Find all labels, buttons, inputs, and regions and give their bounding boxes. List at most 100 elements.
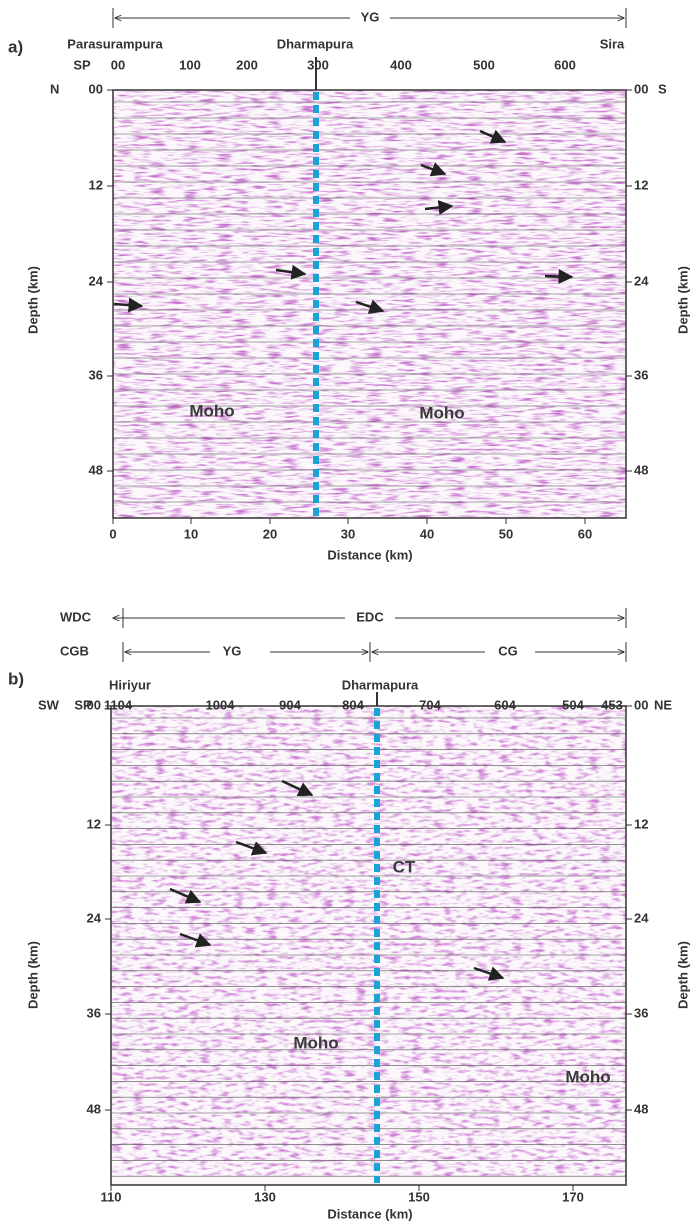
arrow xyxy=(473,966,505,981)
annotation: Moho xyxy=(565,1067,610,1086)
distance-tick-label: 150 xyxy=(408,1189,430,1204)
distance-tick-label: 170 xyxy=(562,1189,584,1204)
y-axis-label: Depth (km) xyxy=(675,941,690,1009)
direction: SW xyxy=(38,697,60,712)
label-bg xyxy=(350,9,390,27)
trace-lines xyxy=(113,101,626,503)
depth-tick-label: 12 xyxy=(634,816,648,831)
span-label: YG xyxy=(361,9,380,24)
direction: N xyxy=(50,81,59,96)
panel-label: b) xyxy=(8,669,24,688)
annotation: CT xyxy=(393,857,416,876)
depth-tick-label: 36 xyxy=(634,367,648,382)
distance-tick-label: 110 xyxy=(101,1189,122,1204)
sp-tick-label: 804 xyxy=(342,697,364,712)
depth-tick-label: 36 xyxy=(634,1005,648,1020)
x-axis-label: Distance (km) xyxy=(327,547,412,562)
arrow xyxy=(281,779,314,797)
arrow xyxy=(235,840,268,856)
depth-tick-label: 12 xyxy=(634,177,648,192)
distance-tick-label: 10 xyxy=(184,526,198,541)
sp-tick-label: 704 xyxy=(419,697,441,712)
label-bg xyxy=(345,609,395,627)
depth-tick-label: 24 xyxy=(634,273,649,288)
sp-tick-label: 604 xyxy=(494,697,516,712)
distance-tick-label: 0 xyxy=(109,526,116,541)
depth-tick-label: 48 xyxy=(634,462,648,477)
y-axis-label: Depth (km) xyxy=(675,266,690,334)
distance-tick-label: 50 xyxy=(499,526,513,541)
arrow xyxy=(179,932,212,948)
sp-tick-label: 00 xyxy=(111,57,125,72)
y-axis-label: Depth (km) xyxy=(25,941,40,1009)
sp-tick-label: 500 xyxy=(473,57,495,72)
place: Hiriyur xyxy=(109,677,151,692)
annotation: Moho xyxy=(419,403,464,422)
place: Sira xyxy=(600,36,625,51)
frame-b xyxy=(110,705,627,1186)
sp-tick-label: 453 xyxy=(601,697,623,712)
y-axis-label: Depth (km) xyxy=(25,266,40,334)
label-bg xyxy=(210,643,270,661)
distance-tick-label: 40 xyxy=(420,526,434,541)
sp-tick-label: 100 xyxy=(179,57,201,72)
place: Dharmapura xyxy=(277,36,354,51)
sp-tick-label: 400 xyxy=(390,57,412,72)
depth-tick-label: 36 xyxy=(87,1005,101,1020)
annotation: Moho xyxy=(189,401,234,420)
depth-tick-label: 24 xyxy=(89,273,104,288)
depth-tick-label: 00 xyxy=(634,81,648,96)
span-label: EDC xyxy=(356,609,384,624)
arrow xyxy=(544,269,574,284)
direction: S xyxy=(658,81,667,96)
distance-tick-label: 30 xyxy=(341,526,355,541)
annotation: Moho xyxy=(293,1033,338,1052)
depth-tick-label: 24 xyxy=(634,910,649,925)
arrow xyxy=(424,200,454,215)
place: Parasurampura xyxy=(67,36,163,51)
arrow xyxy=(355,299,385,314)
depth-tick-label: 00 xyxy=(87,697,101,712)
span-left: WDC xyxy=(60,609,92,624)
depth-tick-label: 48 xyxy=(87,1101,101,1116)
arrows xyxy=(113,129,574,981)
sp-tick-label: 600 xyxy=(554,57,576,72)
sp-tick-label: 904 xyxy=(279,697,301,712)
distance-tick-label: 60 xyxy=(578,526,592,541)
distance-tick-label: 20 xyxy=(263,526,277,541)
sp-tick-label: 1104 xyxy=(104,697,133,712)
arrow xyxy=(479,129,507,144)
label-bg xyxy=(485,643,535,661)
depth-tick-label: 00 xyxy=(634,697,648,712)
span-label: YG xyxy=(223,643,242,658)
depth-tick-label: 00 xyxy=(89,81,103,96)
arrow xyxy=(113,297,144,313)
sp-tick-label: 1004 xyxy=(206,697,236,712)
place: Dharmapura xyxy=(342,677,419,692)
section-b-image xyxy=(111,706,626,1176)
frame-a xyxy=(112,89,627,519)
arrow xyxy=(169,887,202,904)
sp-prefix: SP xyxy=(73,57,91,72)
sp-tick-label: 200 xyxy=(236,57,258,72)
depth-tick-label: 48 xyxy=(89,462,103,477)
span-left: CGB xyxy=(60,643,89,658)
distance-tick-label: 130 xyxy=(254,1189,276,1204)
panel-label: a) xyxy=(8,37,23,56)
sp-tick-label: 300 xyxy=(307,57,329,72)
depth-tick-label: 24 xyxy=(87,910,102,925)
x-axis-label: Distance (km) xyxy=(327,1206,412,1221)
depth-tick-label: 12 xyxy=(87,816,101,831)
arrow xyxy=(420,162,447,177)
direction: NE xyxy=(654,697,672,712)
span-label: CG xyxy=(498,643,518,658)
depth-tick-label: 12 xyxy=(89,177,103,192)
trace-lines xyxy=(111,717,626,1177)
sp-tick-label: 504 xyxy=(562,697,584,712)
depth-tick-label: 48 xyxy=(634,1101,648,1116)
arrow xyxy=(275,264,307,280)
sp-prefix: SP xyxy=(74,697,92,712)
depth-tick-label: 36 xyxy=(89,367,103,382)
